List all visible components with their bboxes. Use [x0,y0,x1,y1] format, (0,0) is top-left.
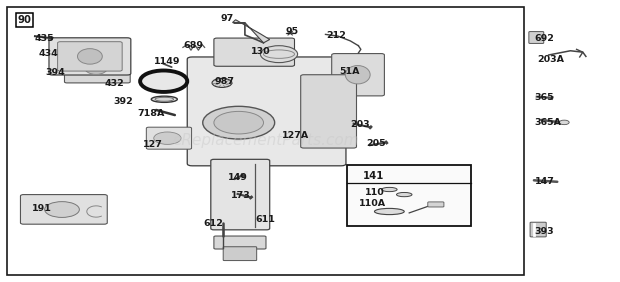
Text: 432: 432 [104,79,124,88]
FancyBboxPatch shape [428,202,444,207]
Text: 212: 212 [326,31,346,40]
Ellipse shape [84,60,108,74]
Text: 689: 689 [184,41,203,50]
FancyBboxPatch shape [20,195,107,224]
Text: 394: 394 [45,68,65,77]
Circle shape [559,120,569,125]
Ellipse shape [345,66,370,84]
Text: 147: 147 [534,177,554,186]
Text: 110A: 110A [359,199,386,208]
Bar [347,165,471,226]
Circle shape [140,70,187,92]
Text: 692: 692 [534,34,554,43]
Text: 127A: 127A [282,131,309,140]
Text: 97: 97 [220,14,233,23]
Text: 365A: 365A [534,118,562,127]
Text: 205: 205 [366,139,386,148]
Ellipse shape [382,187,397,192]
FancyBboxPatch shape [49,38,131,75]
Text: 392: 392 [113,97,133,106]
Ellipse shape [374,208,404,215]
Text: 110: 110 [365,188,384,197]
Polygon shape [232,20,270,43]
Text: 130: 130 [251,47,271,56]
Text: 51A: 51A [340,67,360,76]
Text: 718A: 718A [138,109,165,118]
Ellipse shape [151,96,177,102]
Text: 203: 203 [350,120,370,129]
Text: 203A: 203A [537,55,564,64]
Text: 611: 611 [255,215,275,224]
Text: eReplacementParts.com: eReplacementParts.com [172,133,359,149]
FancyBboxPatch shape [64,51,130,83]
FancyBboxPatch shape [332,54,384,96]
Circle shape [45,202,79,217]
Ellipse shape [397,192,412,197]
FancyBboxPatch shape [530,222,546,237]
Text: 149: 149 [228,173,248,182]
Text: 435: 435 [34,34,54,43]
FancyBboxPatch shape [529,32,544,43]
FancyBboxPatch shape [211,159,270,230]
FancyBboxPatch shape [187,57,346,166]
Circle shape [214,111,264,134]
Text: 90: 90 [17,15,32,25]
Text: 95: 95 [285,27,298,36]
FancyBboxPatch shape [58,42,122,71]
Ellipse shape [78,49,102,64]
Text: 173: 173 [231,191,250,201]
Text: 1149: 1149 [154,57,180,66]
Text: 393: 393 [534,227,554,236]
Text: 365: 365 [534,93,554,102]
Text: 434: 434 [38,49,58,58]
Bar [7,7,524,275]
Text: 141: 141 [363,171,384,181]
Ellipse shape [155,97,174,101]
Text: 127: 127 [143,140,162,149]
FancyBboxPatch shape [214,38,294,66]
Text: 987: 987 [215,77,234,86]
Circle shape [212,78,232,87]
FancyBboxPatch shape [301,75,356,148]
FancyBboxPatch shape [223,247,257,261]
FancyBboxPatch shape [214,236,266,249]
Circle shape [154,132,181,144]
FancyBboxPatch shape [146,127,192,149]
Text: 612: 612 [203,219,223,228]
Text: 191: 191 [32,204,52,213]
Circle shape [260,46,298,63]
Circle shape [203,106,275,139]
